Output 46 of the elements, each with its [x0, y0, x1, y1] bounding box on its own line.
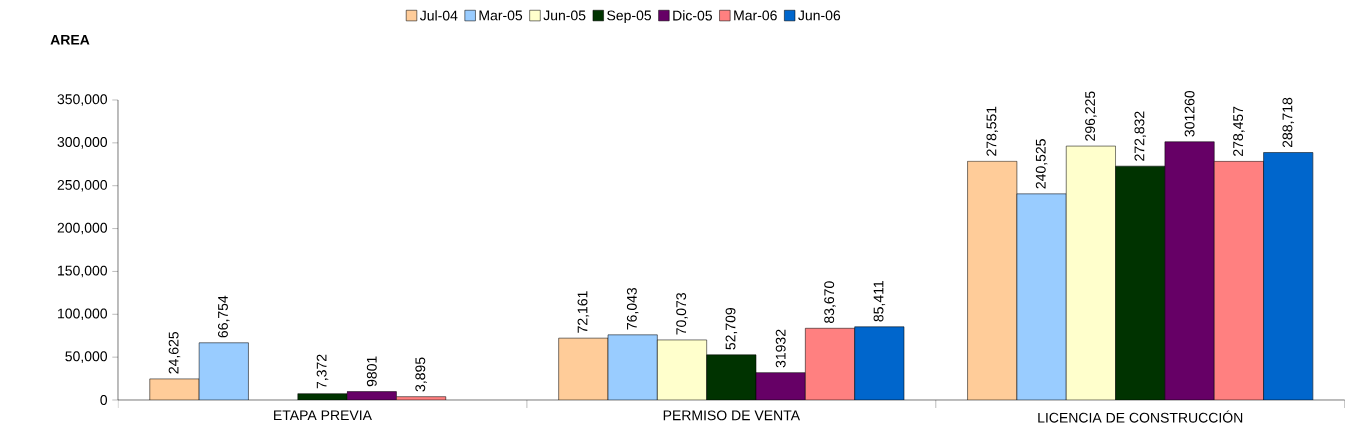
data-label: 70,073 [676, 293, 688, 335]
y-tick-label: 50,000 [65, 351, 108, 363]
x-tick-label: PERMISO DE VENTA [663, 410, 801, 421]
bar [657, 339, 707, 400]
data-label: 3,895 [415, 357, 427, 392]
legend-label: Jul-04 [419, 10, 458, 21]
y-tick-label: 150,000 [58, 265, 108, 278]
data-label: 66,754 [218, 295, 230, 338]
data-label: 72,161 [577, 291, 590, 333]
legend-label: Jun-05 [543, 10, 586, 21]
y-tick-label: 300,000 [57, 137, 108, 149]
data-label: 52,709 [725, 307, 738, 350]
legend-label: Dic-05 [673, 10, 712, 21]
bar [1115, 165, 1166, 400]
data-label: 240,525 [1035, 139, 1048, 189]
data-label: 31932 [775, 329, 786, 368]
bar [706, 354, 757, 400]
legend-label: Jun-06 [798, 10, 841, 21]
data-label: 288,718 [1282, 97, 1295, 148]
bar [1263, 152, 1314, 400]
data-label: 7,372 [316, 354, 329, 389]
y-tick-label: 200,000 [57, 222, 108, 235]
data-label: 24,625 [168, 331, 181, 374]
data-label: 272,832 [1134, 111, 1147, 161]
legend-label: Mar-05 [479, 10, 523, 21]
data-label: 83,670 [824, 281, 836, 323]
x-tick-label: LICENCIA DE CONSTRUCCIÓN [1038, 410, 1243, 423]
data-label: 76,043 [626, 287, 639, 330]
bar [1065, 145, 1116, 400]
bar [558, 338, 609, 400]
y-tick-label: 100,000 [58, 308, 108, 321]
legend-label: Sep-05 [607, 10, 652, 24]
data-label: 278,551 [986, 106, 999, 156]
y-axis-title: AREA [50, 35, 90, 45]
legend-label: Mar-06 [734, 10, 777, 21]
data-label: 301260 [1184, 90, 1195, 137]
y-tick-label: 250,000 [57, 179, 108, 192]
bar [967, 160, 1018, 400]
y-tick-label: 350,000 [57, 94, 108, 106]
x-tick-label: ETAPA PREVIA [274, 410, 372, 421]
data-label: 85,411 [873, 281, 886, 322]
data-label: 296,225 [1085, 91, 1097, 141]
bar [854, 326, 905, 400]
data-label: 9801 [366, 356, 377, 387]
y-tick-label: 0 [100, 395, 108, 405]
data-label: 278,457 [1233, 106, 1245, 156]
